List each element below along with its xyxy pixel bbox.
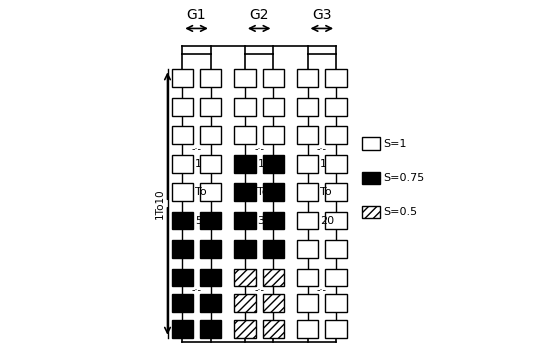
Bar [200,294,221,312]
Bar [297,294,318,312]
Bar [263,183,284,201]
Text: -·-: -·- [254,285,264,295]
Bar [263,269,284,286]
Bar [362,206,380,219]
Bar [171,294,193,312]
Bar [325,126,347,144]
Bar [263,212,284,229]
Bar [362,137,380,150]
Bar [263,126,284,144]
Text: S=0.75: S=0.75 [384,173,425,183]
Bar [263,320,284,338]
Bar [171,269,193,286]
Text: 1To10: 1To10 [154,188,164,219]
Bar [297,320,318,338]
Bar [297,126,318,144]
Text: 50: 50 [195,216,209,226]
Bar [325,98,347,115]
Text: 1: 1 [320,159,327,169]
Bar [297,70,318,87]
Bar [234,212,256,229]
Text: 30: 30 [257,216,271,226]
Bar [200,126,221,144]
Bar [325,212,347,229]
Bar [200,98,221,115]
Bar [200,155,221,173]
Bar [200,320,221,338]
Bar [234,320,256,338]
Text: 1: 1 [195,159,202,169]
Bar [234,70,256,87]
Bar [171,98,193,115]
Bar [171,155,193,173]
Text: -·-: -·- [317,285,327,295]
Bar [200,70,221,87]
Text: -·-: -·- [191,285,201,295]
Bar [297,269,318,286]
Bar [171,183,193,201]
Text: -·-: -·- [191,144,201,155]
Text: 20: 20 [320,216,334,226]
Text: To: To [257,187,269,197]
Bar [297,212,318,229]
Bar [325,240,347,258]
Bar [325,70,347,87]
Text: G3: G3 [312,8,332,22]
Bar [234,155,256,173]
Text: -·-: -·- [317,144,327,155]
Text: G2: G2 [250,8,269,22]
Bar [263,294,284,312]
Bar [325,155,347,173]
Bar [171,126,193,144]
Text: To: To [195,187,206,197]
Text: -·-: -·- [254,144,264,155]
Bar [325,183,347,201]
Bar [171,70,193,87]
Bar [297,98,318,115]
Bar [325,294,347,312]
Bar [171,212,193,229]
Text: S=1: S=1 [384,139,407,149]
Text: 1: 1 [257,159,264,169]
Bar [234,240,256,258]
Text: To: To [320,187,332,197]
Bar [200,269,221,286]
Bar [171,320,193,338]
Bar [263,98,284,115]
Bar [297,240,318,258]
Bar [297,155,318,173]
Bar [234,98,256,115]
Bar [325,320,347,338]
Bar [234,294,256,312]
Text: G1: G1 [187,8,206,22]
Bar [263,70,284,87]
Bar [263,240,284,258]
Bar [325,269,347,286]
Bar [234,183,256,201]
Bar [234,269,256,286]
Bar [234,126,256,144]
Bar [200,212,221,229]
Bar [297,183,318,201]
Text: S=0.5: S=0.5 [384,207,418,217]
Bar [171,240,193,258]
Bar [362,172,380,184]
Bar [263,155,284,173]
Bar [200,183,221,201]
Bar [200,240,221,258]
